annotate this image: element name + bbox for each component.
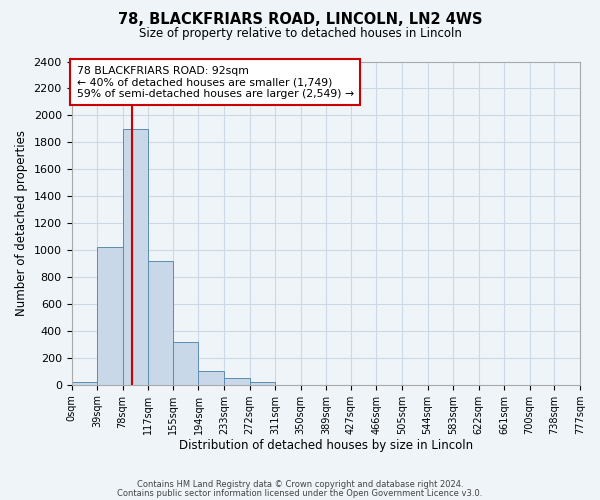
Text: Contains HM Land Registry data © Crown copyright and database right 2024.: Contains HM Land Registry data © Crown c… bbox=[137, 480, 463, 489]
Bar bbox=[97, 248, 122, 384]
Bar bbox=[250, 382, 275, 384]
Y-axis label: Number of detached properties: Number of detached properties bbox=[15, 130, 28, 316]
Bar bbox=[71, 382, 97, 384]
Bar bbox=[122, 129, 148, 384]
Text: Size of property relative to detached houses in Lincoln: Size of property relative to detached ho… bbox=[139, 28, 461, 40]
X-axis label: Distribution of detached houses by size in Lincoln: Distribution of detached houses by size … bbox=[179, 440, 473, 452]
Text: 78 BLACKFRIARS ROAD: 92sqm
← 40% of detached houses are smaller (1,749)
59% of s: 78 BLACKFRIARS ROAD: 92sqm ← 40% of deta… bbox=[77, 66, 354, 98]
Bar bbox=[199, 370, 224, 384]
Bar bbox=[173, 342, 199, 384]
Text: 78, BLACKFRIARS ROAD, LINCOLN, LN2 4WS: 78, BLACKFRIARS ROAD, LINCOLN, LN2 4WS bbox=[118, 12, 482, 28]
Bar bbox=[224, 378, 250, 384]
Bar bbox=[148, 261, 173, 384]
Text: Contains public sector information licensed under the Open Government Licence v3: Contains public sector information licen… bbox=[118, 488, 482, 498]
